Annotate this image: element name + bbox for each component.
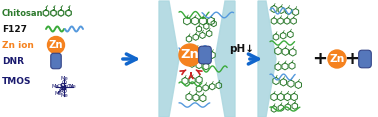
Circle shape bbox=[179, 44, 201, 66]
Text: Si: Si bbox=[60, 82, 68, 91]
Text: pH↓: pH↓ bbox=[229, 44, 254, 54]
Text: +: + bbox=[344, 50, 359, 68]
Polygon shape bbox=[258, 1, 276, 117]
Text: O: O bbox=[62, 89, 67, 94]
Text: O: O bbox=[58, 88, 63, 93]
FancyBboxPatch shape bbox=[199, 46, 211, 64]
Polygon shape bbox=[215, 1, 235, 117]
Text: O: O bbox=[66, 84, 71, 90]
FancyBboxPatch shape bbox=[359, 50, 371, 68]
Text: Chitosan: Chitosan bbox=[2, 9, 43, 18]
Text: +: + bbox=[313, 50, 327, 68]
Text: Zn: Zn bbox=[329, 54, 345, 64]
Text: Zn ion: Zn ion bbox=[2, 40, 34, 49]
Text: Me: Me bbox=[69, 84, 76, 90]
Text: Me: Me bbox=[60, 93, 68, 98]
Text: F127: F127 bbox=[2, 24, 27, 33]
Text: Me: Me bbox=[60, 76, 68, 81]
Circle shape bbox=[48, 37, 65, 53]
Text: Me: Me bbox=[54, 91, 62, 95]
Text: Zn: Zn bbox=[181, 49, 199, 62]
Text: DNR: DNR bbox=[2, 57, 24, 66]
Text: Zn: Zn bbox=[49, 40, 63, 50]
Polygon shape bbox=[159, 1, 179, 117]
Text: Me: Me bbox=[52, 84, 59, 90]
Text: O: O bbox=[57, 84, 62, 90]
Circle shape bbox=[328, 50, 346, 68]
FancyBboxPatch shape bbox=[51, 53, 61, 69]
Text: TMOS: TMOS bbox=[2, 77, 31, 86]
Text: O: O bbox=[62, 80, 67, 85]
